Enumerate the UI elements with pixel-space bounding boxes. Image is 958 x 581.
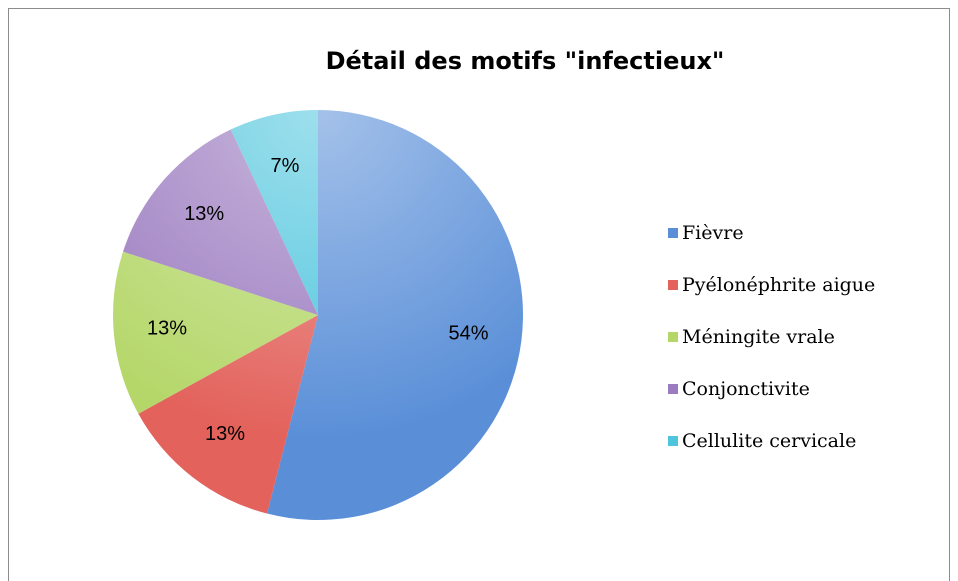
pie-slice bbox=[138, 315, 318, 514]
legend-swatch bbox=[668, 436, 678, 446]
legend-label: Pyélonéphrite aigue bbox=[682, 274, 875, 296]
legend-swatch bbox=[668, 280, 678, 290]
pie-slice bbox=[113, 251, 319, 414]
data-label: 13% bbox=[184, 203, 224, 225]
data-label: 13% bbox=[147, 318, 187, 340]
legend-label: Fièvre bbox=[682, 222, 744, 244]
legend-label: Cellulite cervicale bbox=[682, 430, 856, 452]
data-label: 13% bbox=[205, 423, 245, 445]
legend-swatch bbox=[668, 384, 678, 394]
legend-label: Conjonctivite bbox=[682, 378, 810, 400]
legend-swatch bbox=[668, 228, 678, 238]
legend-label: Méningite vrale bbox=[682, 326, 835, 348]
legend-swatch bbox=[668, 332, 678, 342]
data-label: 54% bbox=[448, 322, 488, 344]
pie-slice bbox=[230, 110, 318, 315]
pie-slice bbox=[267, 110, 523, 520]
chart-title: Détail des motifs "infectieux" bbox=[326, 47, 725, 75]
pie-slice bbox=[123, 129, 318, 315]
data-label: 7% bbox=[270, 155, 299, 177]
